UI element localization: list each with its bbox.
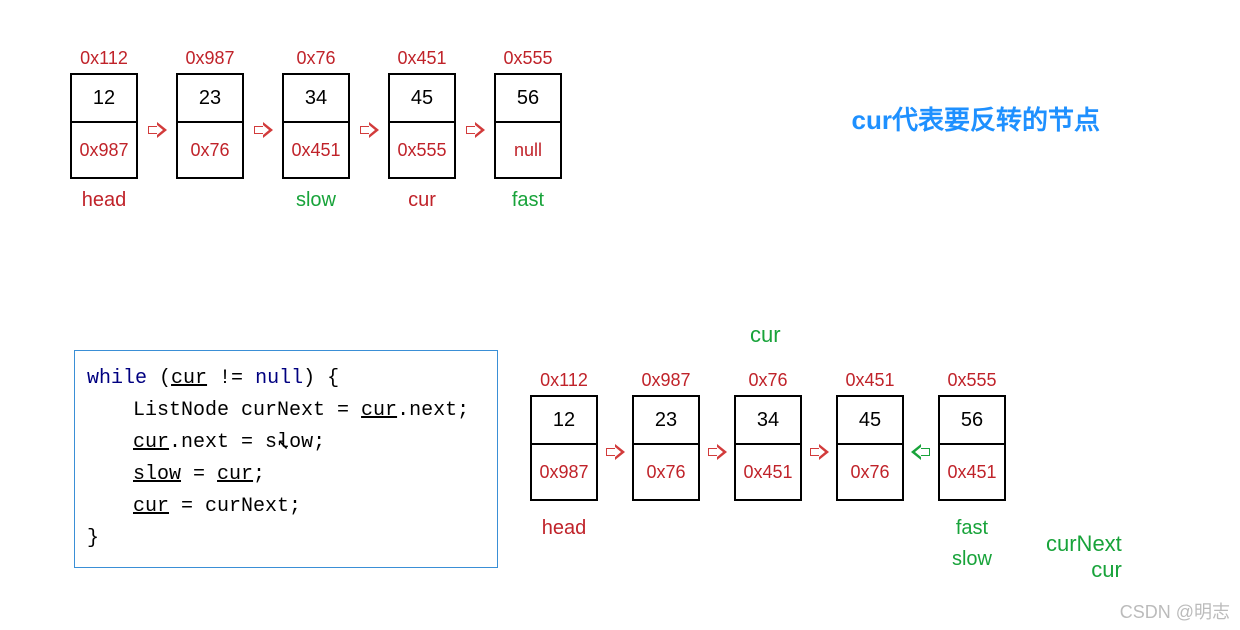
node-box: 230x76 [176, 73, 244, 179]
node-value: 56 [496, 75, 560, 123]
list-node: 0x555 560x451 [938, 370, 1006, 501]
node-value: 34 [736, 397, 800, 445]
node-next: 0x451 [736, 445, 800, 499]
code-line-3: cur.next = sl↖ow; [87, 427, 485, 459]
code-line-4: slow = cur; [87, 459, 485, 491]
node-address: 0x112 [70, 48, 138, 69]
pointer-label: cur [388, 189, 456, 212]
node-value: 23 [178, 75, 242, 123]
code-line-6: } [87, 523, 485, 555]
node-box: 56null [494, 73, 562, 179]
top-linked-list: 0x112120x987head0x987230x76 0x76340x451s… [70, 48, 562, 212]
node-box: 120x987 [530, 395, 598, 501]
list-node: 0x112 120x987 [530, 370, 598, 501]
list-node: 0x112 120x987 head [70, 48, 138, 212]
node-next: null [496, 123, 560, 177]
node-value: 45 [390, 75, 454, 123]
node-next: 0x987 [532, 445, 596, 499]
node-box: 120x987 [70, 73, 138, 179]
pointer-label: fast [494, 189, 562, 212]
node-address: 0x76 [734, 370, 802, 391]
node-value: 34 [284, 75, 348, 123]
node-address: 0x987 [176, 48, 244, 69]
node-next: 0x76 [838, 445, 902, 499]
arrow-right-icon [598, 398, 632, 504]
node-box: 230x76 [632, 395, 700, 501]
arrow-right-icon [700, 398, 734, 504]
list-node: 0x555 56null fast [494, 48, 562, 212]
pointer-label: cur [1046, 557, 1122, 583]
node-next: 0x555 [390, 123, 454, 177]
node-address: 0x987 [632, 370, 700, 391]
node-value: 12 [72, 75, 136, 123]
arrow-right-icon [456, 76, 494, 182]
node-address: 0x451 [388, 48, 456, 69]
node-box: 560x451 [938, 395, 1006, 501]
node-address: 0x76 [282, 48, 350, 69]
watermark: CSDN @明志 [1120, 598, 1230, 624]
node-next: 0x987 [72, 123, 136, 177]
arrow-left-icon [904, 398, 938, 504]
pointer-label: head [530, 509, 598, 540]
node-next: 0x451 [284, 123, 348, 177]
arrow-right-icon [350, 76, 388, 182]
node-box: 340x451 [734, 395, 802, 501]
list-node: 0x76 340x451 slow [282, 48, 350, 212]
code-line-1: while (cur != null) { [87, 363, 485, 395]
list-node: 0x451 450x555 cur [388, 48, 456, 212]
pointer-label: fastslow [938, 509, 1006, 571]
node-box: 450x555 [388, 73, 456, 179]
bottom-linked-list: cur0x112120x9870x987230x760x76340x4510x4… [530, 322, 1006, 504]
code-snippet: while (cur != null) { ListNode curNext =… [74, 350, 498, 568]
caption-text: cur代表要反转的节点 [852, 100, 1100, 137]
arrow-right-icon [138, 76, 176, 182]
node-address: 0x451 [836, 370, 904, 391]
node-next: 0x76 [178, 123, 242, 177]
node-next: 0x451 [940, 445, 1004, 499]
pointer-label: head [70, 189, 138, 212]
side-labels: curNextcur [1046, 531, 1122, 583]
list-node: 0x451 450x76 [836, 370, 904, 501]
node-address: 0x112 [530, 370, 598, 391]
node-address: 0x555 [494, 48, 562, 69]
pointer-label: slow [282, 189, 350, 212]
list-node: 0x76 340x451 [734, 370, 802, 501]
code-line-2: ListNode curNext = cur.next; [87, 395, 485, 427]
list-node: 0x987 230x76 [176, 48, 244, 212]
node-value: 23 [634, 397, 698, 445]
pointer-label: cur [750, 322, 781, 348]
node-value: 45 [838, 397, 902, 445]
node-value: 12 [532, 397, 596, 445]
node-box: 450x76 [836, 395, 904, 501]
node-value: 56 [940, 397, 1004, 445]
code-line-5: cur = curNext; [87, 491, 485, 523]
node-address: 0x555 [938, 370, 1006, 391]
list-node: 0x987 230x76 [632, 370, 700, 501]
arrow-right-icon [244, 76, 282, 182]
pointer-label: curNext [1046, 531, 1122, 557]
node-next: 0x76 [634, 445, 698, 499]
arrow-right-icon [802, 398, 836, 504]
node-box: 340x451 [282, 73, 350, 179]
